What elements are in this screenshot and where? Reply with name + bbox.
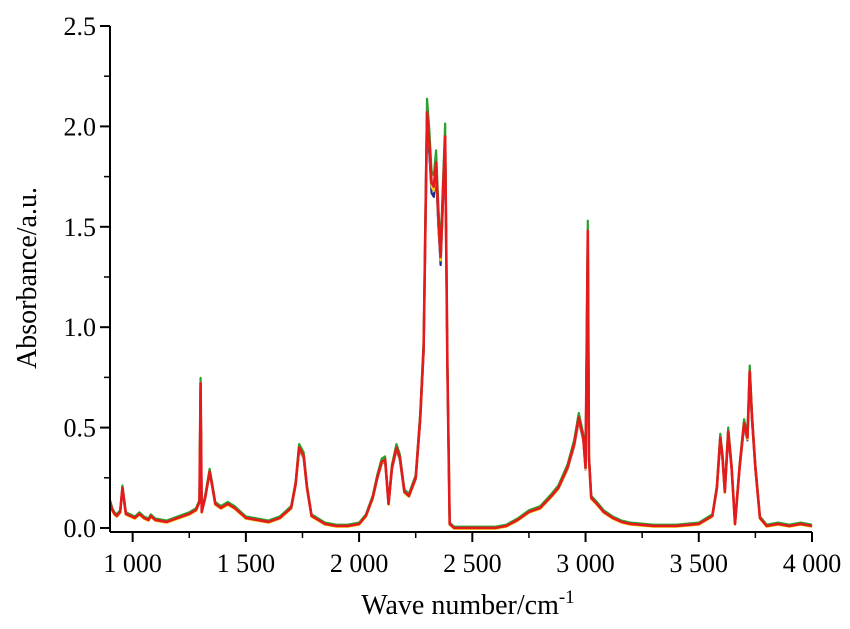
x-axis-title-superscript: -1 [559, 587, 575, 608]
x-tick-label: 4 000 [783, 549, 842, 578]
x-axis-title: Wave number/cm-1 [361, 587, 574, 621]
spectrum-trace-4 [108, 111, 813, 530]
plot-lines [108, 97, 813, 530]
spectrum-trace-2 [108, 116, 813, 530]
axes [100, 25, 813, 542]
x-axis-title-text: Wave number/cm [361, 590, 559, 621]
spectrum-trace-3 [108, 97, 813, 528]
x-tick-label: 1 000 [103, 549, 162, 578]
x-tick-label: 3 500 [670, 549, 729, 578]
y-tick-label: 1.5 [64, 213, 97, 242]
y-tick-label: 2.0 [64, 112, 97, 141]
y-tick-labels: 0.0 0.5 1.0 1.5 2.0 2.5 [64, 12, 97, 543]
y-tick-label: 1.0 [64, 313, 97, 342]
x-tick-label: 2 500 [443, 549, 502, 578]
spectrum-trace-0 [108, 123, 813, 530]
x-tick-label: 2 000 [330, 549, 389, 578]
x-tick-labels: 1 000 1 500 2 000 2 500 3 000 3 500 4 000 [103, 549, 841, 578]
spectrum-trace-1 [108, 110, 813, 529]
x-tick-label: 1 500 [217, 549, 276, 578]
y-axis-title: Absorbance/a.u. [12, 187, 43, 369]
y-tick-label: 0.0 [64, 514, 97, 543]
x-tick-label: 3 000 [556, 549, 615, 578]
y-tick-label: 0.5 [64, 414, 97, 443]
y-tick-label: 2.5 [64, 12, 97, 41]
